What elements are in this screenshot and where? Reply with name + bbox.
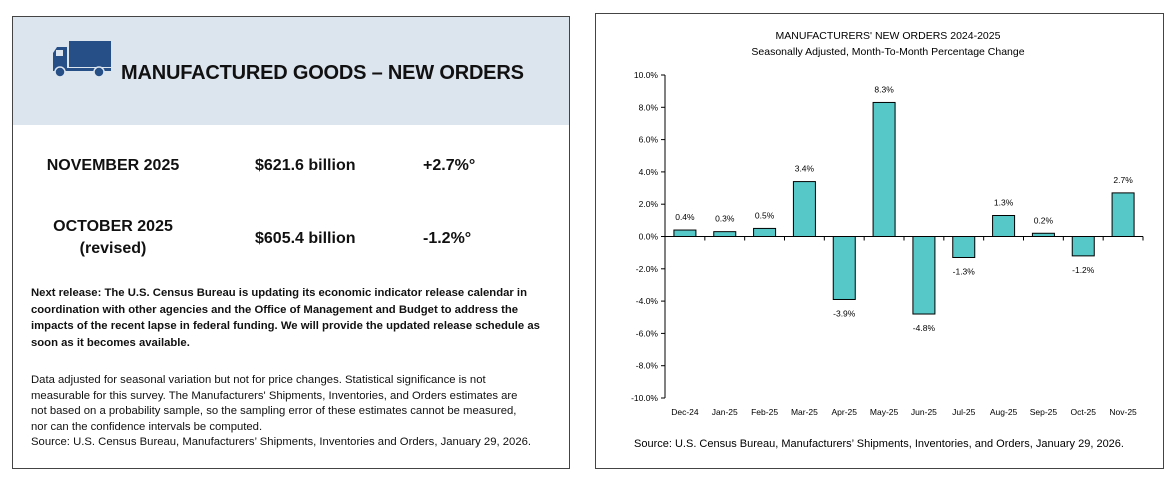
x-tick-label: Dec-24 (671, 407, 699, 417)
summary-header: MANUFACTURED GOODS – NEW ORDERS (13, 17, 569, 125)
bar (753, 227, 777, 238)
bar (832, 236, 856, 300)
data-label: -1.3% (953, 266, 976, 276)
data-label: 0.3% (715, 214, 735, 224)
x-tick-label: Apr-25 (831, 407, 857, 417)
bar (792, 181, 816, 237)
source-line: Source: U.S. Census Bureau, Manufacturer… (31, 436, 532, 448)
y-tick-label: 2.0% (639, 199, 659, 209)
note-line: impacts of the recent lapse in federal f… (31, 320, 540, 332)
y-tick-label: 8.0% (639, 102, 659, 112)
data-label: 0.4% (675, 212, 695, 222)
x-tick-label: Aug-25 (990, 407, 1018, 417)
note-line: not based on a probability sample, so th… (31, 405, 517, 417)
bar (872, 101, 896, 237)
x-tick-label: Feb-25 (751, 407, 778, 417)
note-line: nor can the confidence intervals be comp… (31, 420, 263, 433)
next-release-note: Next release: The U.S. Census Bureau is … (31, 285, 561, 351)
period-label: NOVEMBER 2025 (46, 157, 180, 174)
chart-panel: MANUFACTURERS' NEW ORDERS 2024-2025 Seas… (595, 13, 1164, 469)
y-tick-label: 10.0% (634, 70, 659, 80)
y-tick-label: 0.0% (639, 232, 659, 242)
summary-title: MANUFACTURED GOODS – NEW ORDERS (121, 62, 524, 84)
data-label: 0.2% (1034, 215, 1054, 225)
period-sublabel: (revised) (79, 240, 147, 257)
x-tick-label: Jul-25 (952, 407, 975, 417)
y-tick-label: -4.0% (636, 296, 659, 306)
bar (992, 215, 1016, 238)
data-label: 0.5% (755, 210, 775, 220)
bar (1071, 236, 1095, 257)
chart-subtitle: Seasonally Adjusted, Month-To-Month Perc… (751, 46, 1024, 58)
bar-chart: MANUFACTURERS' NEW ORDERS 2024-2025 Seas… (631, 30, 1144, 450)
note-line: Next release: The U.S. Census Bureau is … (31, 287, 527, 299)
data-label: 3.4% (795, 164, 815, 174)
data-label: -4.8% (913, 323, 936, 333)
chart-source: Source: U.S. Census Bureau, Manufacturer… (634, 438, 1124, 450)
change: +2.7%° (423, 157, 476, 174)
y-tick-label: -6.0% (636, 328, 659, 338)
bar (673, 229, 697, 237)
value: $605.4 billion (255, 230, 356, 247)
summary-panel: MANUFACTURED GOODS – NEW ORDERS NOVEMBER… (12, 16, 570, 469)
note-line: soon as it becomes available. (31, 336, 190, 349)
bar (952, 236, 976, 258)
y-tick-label: -10.0% (631, 393, 658, 403)
y-tick-label: -8.0% (636, 361, 659, 371)
bar (713, 231, 737, 237)
data-label: -1.2% (1072, 265, 1095, 275)
period-label: OCTOBER 2025 (53, 218, 173, 235)
x-tick-label: Sep-25 (1030, 407, 1058, 417)
y-tick-label: -2.0% (636, 264, 659, 274)
bar (912, 236, 936, 315)
x-tick-label: May-25 (870, 407, 899, 417)
data-label: 8.3% (874, 84, 894, 94)
change: -1.2%° (423, 230, 472, 247)
note-line: measurable for this survey. The Manufact… (31, 389, 518, 402)
bar (1031, 232, 1055, 238)
methodology-note: Data adjusted for seasonal variation but… (31, 373, 561, 451)
x-tick-label: Mar-25 (791, 407, 818, 417)
data-label: -3.9% (833, 308, 856, 318)
x-tick-label: Oct-25 (1070, 407, 1096, 417)
note-line: coordination with other agencies and the… (31, 303, 519, 316)
y-tick-label: 4.0% (639, 167, 659, 177)
bar (1111, 192, 1135, 238)
y-tick-label: 6.0% (639, 135, 659, 145)
chart-title: MANUFACTURERS' NEW ORDERS 2024-2025 (776, 30, 1001, 42)
x-tick-label: Nov-25 (1109, 407, 1137, 417)
truck-icon (53, 41, 111, 78)
note-line: Data adjusted for seasonal variation but… (31, 374, 486, 386)
data-label: 1.3% (994, 198, 1014, 208)
x-tick-label: Jan-25 (712, 407, 738, 417)
x-tick-label: Jun-25 (911, 407, 937, 417)
data-label: 2.7% (1113, 175, 1133, 185)
value: $621.6 billion (255, 157, 356, 174)
